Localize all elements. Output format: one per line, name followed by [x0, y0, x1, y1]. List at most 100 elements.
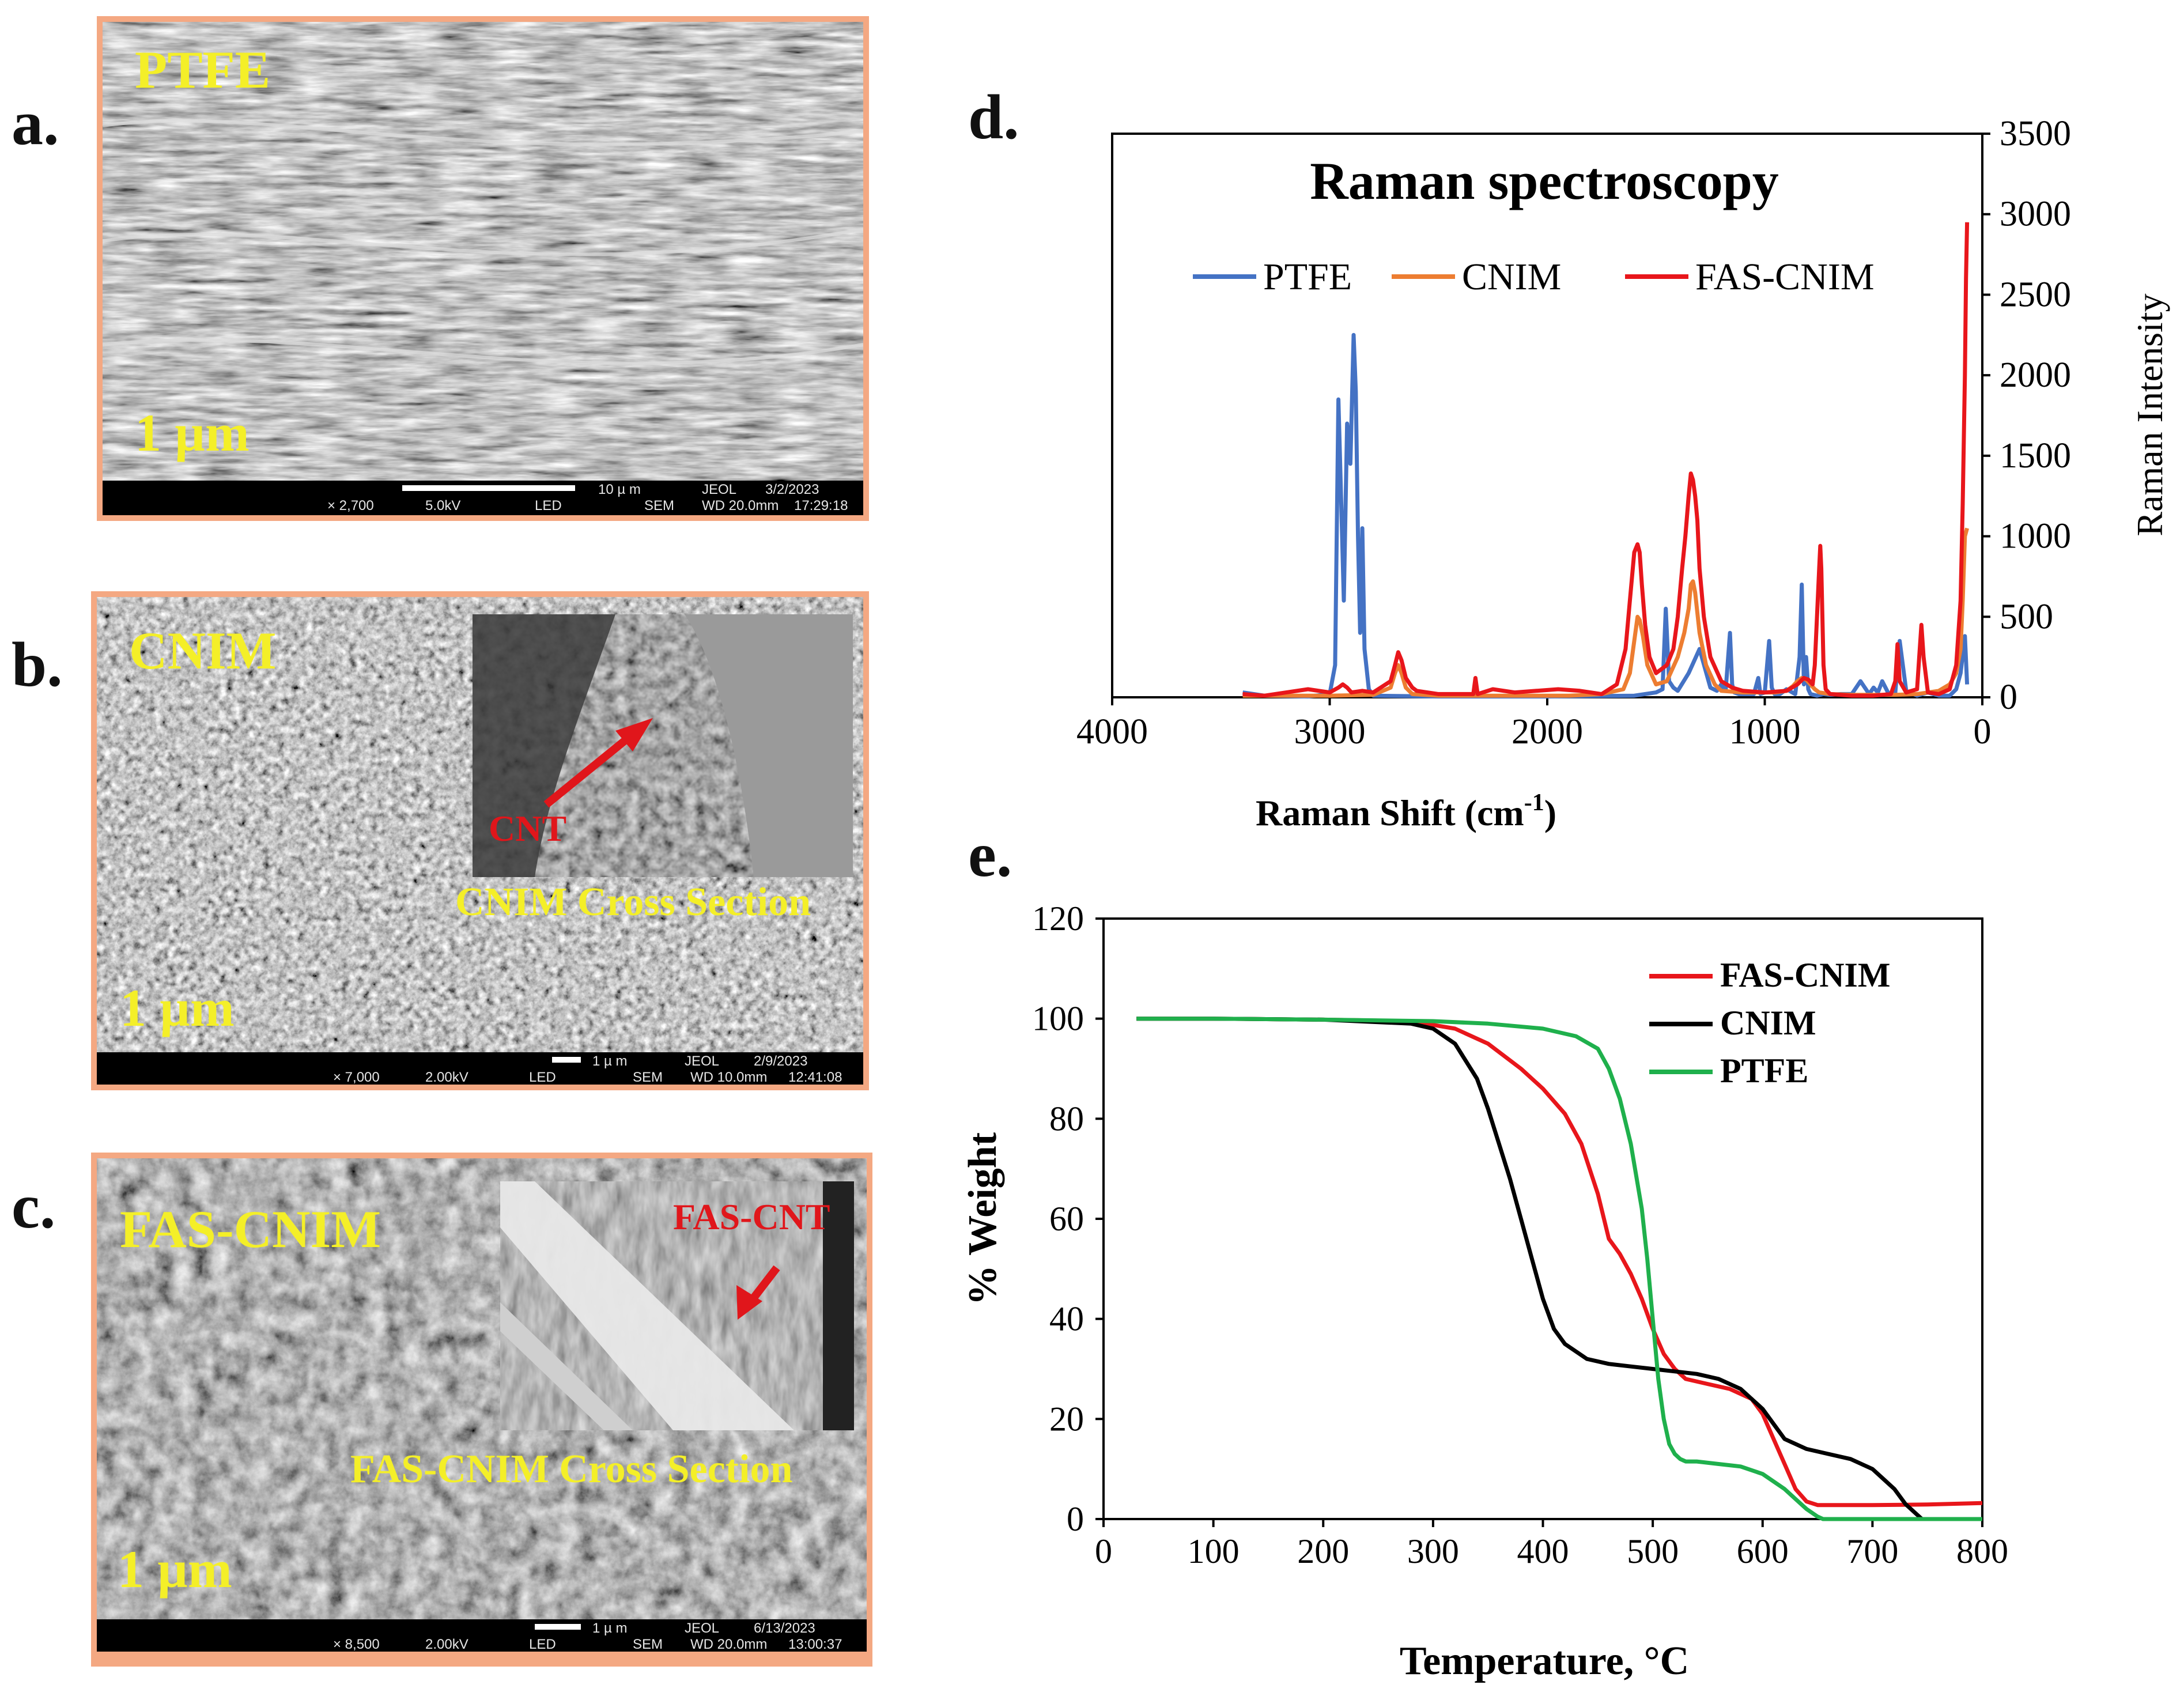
tga-x-tick-label: 0: [1095, 1532, 1112, 1570]
sem-scale-cnim: 1 µm: [120, 979, 235, 1037]
sem-image-fas-cnim: FAS-CNT FAS-CNIM Cross Section 1 µ m JEO…: [91, 1153, 872, 1667]
tga-y-axis-label: % Weight: [961, 1132, 1005, 1305]
detector-text: LED: [529, 1637, 556, 1652]
sem-label-fas-cnim: FAS-CNIM: [120, 1200, 381, 1259]
org-text: JEOL: [685, 1053, 720, 1069]
raman-x-tick-label: 2000: [1512, 712, 1583, 751]
tga-series-fas-cnim: [1136, 1017, 1983, 1508]
sem-texture-cnim: [97, 597, 863, 1052]
raman-y-tick-label: 2500: [2000, 275, 2071, 314]
raman-y-tick-label: 1500: [2000, 436, 2071, 475]
raman-y-tick-label: 2000: [2000, 356, 2071, 395]
org-text: JEOL: [702, 482, 737, 497]
raman-y-tick-label: 3500: [2000, 114, 2071, 153]
raman-x-tick-label: 4000: [1076, 712, 1148, 751]
tga-x-tick-label: 500: [1627, 1532, 1679, 1570]
sem-label-cnim: CNIM: [129, 621, 277, 680]
mode-text: SEM: [633, 1637, 663, 1652]
raman-legend-label: CNIM: [1462, 256, 1561, 298]
sem-label-ptfe: PTFE: [135, 40, 271, 99]
raman-title: Raman spectroscopy: [1310, 152, 1779, 210]
panel-letter-a: a.: [12, 88, 59, 158]
tga-plot-frame: [1102, 917, 1983, 1520]
raman-y-tick-label: 0: [2000, 678, 2017, 717]
sem-image-ptfe: 10 µ m JEOL 3/2/2023 × 2,700 5.0kV LED S…: [97, 16, 869, 521]
kv-text: 5.0kV: [425, 498, 461, 513]
kv-text: 2.00kV: [425, 1637, 468, 1652]
raman-series-fas-cnim: [1242, 222, 1970, 698]
scale-bar-text: 1 µ m: [592, 1053, 628, 1069]
scale-bar-text: 10 µ m: [598, 482, 641, 497]
panel-letter-b: b.: [12, 629, 63, 700]
raman-x-tick-label: 1000: [1729, 712, 1801, 751]
mode-text: SEM: [633, 1070, 663, 1085]
tga-y-tick-label: 120: [1032, 900, 1084, 938]
sem-scale-ptfe: 1 µm: [135, 403, 250, 462]
raman-x-tick-label: 0: [1974, 712, 1992, 751]
tga-series-ptfe: [1136, 1017, 1982, 1521]
date-text: 6/13/2023: [754, 1620, 815, 1636]
sem-scale-fas-cnim: 1 µm: [118, 1540, 232, 1599]
raman-legend-label: FAS-CNIM: [1695, 256, 1875, 298]
tga-x-tick-label: 800: [1956, 1532, 2008, 1570]
tga-x-tick-label: 200: [1297, 1532, 1349, 1570]
fas-cnt-arrow: [736, 1265, 780, 1320]
cnt-arrow: [543, 718, 653, 808]
tga-legend-label: FAS-CNIM: [1720, 956, 1891, 994]
wd-text: WD 10.0mm: [690, 1070, 768, 1085]
date-text: 3/2/2023: [765, 482, 819, 497]
inset-arrow-label-cnt: CNT: [489, 808, 567, 849]
raman-plot-frame: [1111, 133, 1983, 698]
mag-text: × 8,500: [333, 1637, 380, 1652]
tga-x-tick-label: 300: [1407, 1532, 1459, 1570]
raman-series-cnim: [1242, 527, 1969, 698]
panel-letter-c: c.: [12, 1171, 56, 1241]
raman-series-ptfe: [1242, 333, 1970, 699]
mag-text: × 2,700: [327, 498, 374, 513]
raman-x-tick-label: 3000: [1294, 712, 1366, 751]
date-text: 2/9/2023: [754, 1053, 808, 1069]
scale-bar-text: 1 µ m: [592, 1620, 628, 1636]
scale-bar-line: [535, 1624, 581, 1630]
detector-text: LED: [529, 1070, 556, 1085]
panel-letter-d: d.: [968, 82, 1019, 152]
raman-y-axis-label: Raman Intensity: [2129, 293, 2170, 536]
sem-texture-fas-cnim: [97, 1158, 867, 1619]
fas-cnim-cross-section-inset: [500, 1181, 854, 1430]
org-text: JEOL: [685, 1620, 720, 1636]
sem-texture-ptfe: [103, 22, 863, 481]
tga-x-axis-label: Temperature, °C: [1400, 1639, 1689, 1683]
kv-text: 2.00kV: [425, 1070, 468, 1085]
cnim-cross-section-inset: [473, 614, 853, 877]
panel-letter-e: e.: [968, 819, 1012, 890]
tga-x-tick-label: 700: [1846, 1532, 1898, 1570]
mode-text: SEM: [644, 498, 675, 513]
inset-caption-fas-cnim: FAS-CNIM Cross Section: [350, 1447, 793, 1491]
raman-x-axis-label: Raman Shift (cm-1): [1256, 789, 1556, 833]
sem-info-bar-fas-cnim: 1 µ m JEOL 6/13/2023 × 8,500 2.00kV LED …: [97, 1619, 867, 1652]
scale-bar-line: [402, 485, 575, 491]
wd-text: WD 20.0mm: [702, 498, 779, 513]
sem-image-cnim: CNT CNIM Cross Section 1 µ m JEOL 2/9/20…: [91, 591, 869, 1090]
inset-arrow-label-fas-cnt: FAS-CNT: [673, 1196, 830, 1237]
detector-text: LED: [535, 498, 562, 513]
sem-info-bar-cnim: 1 µ m JEOL 2/9/2023 × 7,000 2.00kV LED S…: [97, 1052, 863, 1085]
time-text: 12:41:08: [788, 1070, 842, 1085]
tga-y-tick-label: 20: [1049, 1400, 1084, 1438]
raman-y-tick-label: 1000: [2000, 517, 2071, 556]
raman-y-tick-label: 3000: [2000, 195, 2071, 234]
tga-y-tick-label: 80: [1049, 1100, 1084, 1138]
wd-text: WD 20.0mm: [690, 1637, 768, 1652]
tga-x-tick-label: 100: [1188, 1532, 1240, 1570]
tga-series-cnim: [1136, 1017, 1982, 1521]
mag-text: × 7,000: [333, 1070, 380, 1085]
sem-info-bar-ptfe: 10 µ m JEOL 3/2/2023 × 2,700 5.0kV LED S…: [103, 481, 863, 515]
tga-y-tick-label: 0: [1067, 1500, 1084, 1538]
raman-legend-label: PTFE: [1263, 256, 1352, 298]
inset-caption-cnim: CNIM Cross Section: [455, 880, 811, 924]
tga-legend-label: CNIM: [1720, 1004, 1816, 1042]
tga-x-tick-label: 400: [1517, 1532, 1569, 1570]
time-text: 17:29:18: [794, 498, 848, 513]
tga-x-tick-label: 600: [1737, 1532, 1789, 1570]
